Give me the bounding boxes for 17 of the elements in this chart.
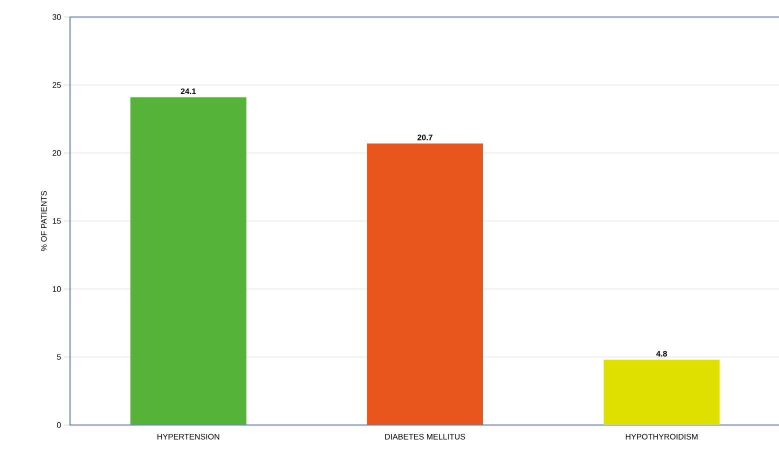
y-tick-label: 10 bbox=[52, 286, 61, 292]
data-label: 4.8 bbox=[656, 350, 667, 357]
y-tick-label: 5 bbox=[57, 354, 61, 360]
y-tick-label: 0 bbox=[57, 422, 61, 428]
x-tick-label: HYPERTENSION bbox=[158, 434, 220, 440]
y-tick-label: 20 bbox=[52, 150, 61, 156]
y-axis-title: % OF PATIENTS bbox=[41, 191, 47, 252]
bar bbox=[367, 143, 483, 425]
bar bbox=[130, 97, 246, 425]
y-tick-label: 15 bbox=[52, 218, 61, 224]
x-tick-label: HYPOTHYROIDISM bbox=[626, 434, 698, 440]
y-tick-label: 25 bbox=[52, 82, 61, 88]
y-tick-label: 30 bbox=[52, 14, 61, 20]
data-label: 20.7 bbox=[418, 134, 432, 140]
bar bbox=[604, 360, 720, 425]
data-label: 24.1 bbox=[180, 88, 196, 94]
x-tick-label: DIABETES MELLITUS bbox=[385, 434, 466, 440]
